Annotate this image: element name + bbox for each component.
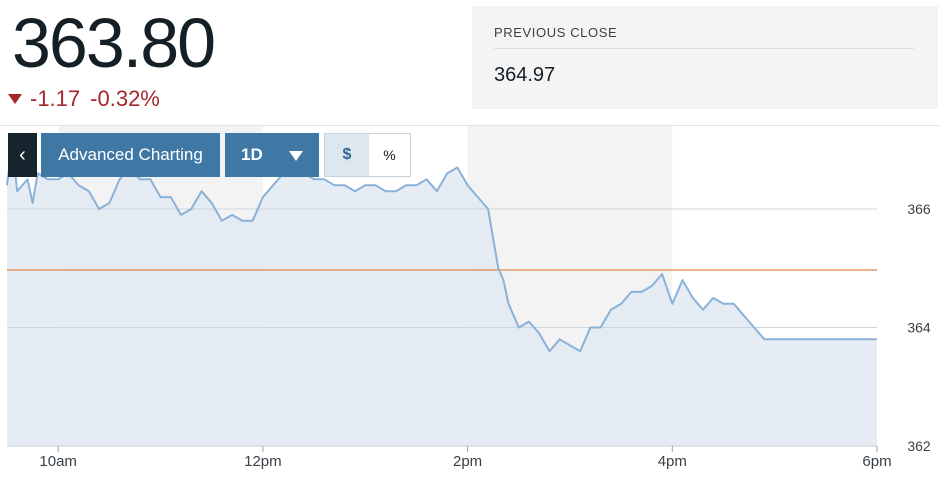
down-triangle-icon [8,94,22,104]
divider [494,48,914,49]
x-tick-label: 2pm [453,453,482,470]
x-tick-label: 12pm [244,453,282,470]
price-area [7,143,877,447]
caret-down-icon [289,151,303,161]
price-line [6,142,877,353]
x-tick-label: 10am [39,453,77,470]
x-tick-label: 4pm [658,453,687,470]
change-percent: -0.32% [90,86,160,111]
price-change: -1.17 -0.32% [8,86,160,112]
intraday-chart: 10am 12pm 2pm 4pm 6pm 366 364 362 [6,126,931,470]
change-value: -1.17 [30,86,81,111]
y-tick-label: 366 [907,201,931,217]
last-price: 363.80 [12,4,216,82]
advanced-charting-button[interactable]: Advanced Charting [41,133,220,177]
y-tick-label: 362 [907,438,931,454]
previous-close-label: PREVIOUS CLOSE [494,25,618,40]
y-tick-label: 364 [907,319,931,335]
value-mode-toggle: $ % [324,133,411,177]
range-label: 1D [241,145,263,164]
chevron-left-icon: ‹ [19,143,26,166]
x-tick-label: 6pm [862,453,891,470]
divider [0,125,940,126]
dollar-mode-button[interactable]: $ [325,134,369,176]
previous-close-value: 364.97 [494,64,556,86]
percent-mode-button[interactable]: % [383,147,396,163]
advanced-charting-label: Advanced Charting [58,145,203,164]
range-dropdown[interactable]: 1D [225,133,319,177]
back-button[interactable]: ‹ [8,133,37,177]
previous-close-panel: PREVIOUS CLOSE 364.97 [472,6,938,109]
